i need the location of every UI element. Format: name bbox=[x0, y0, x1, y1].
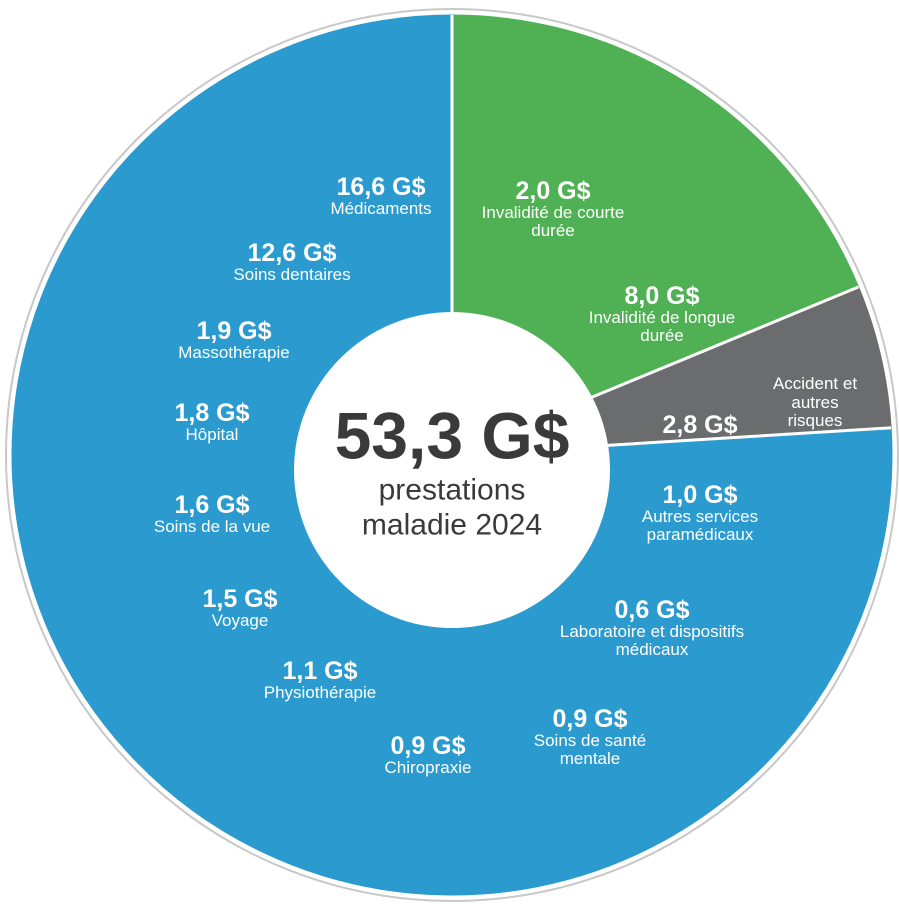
value-label: 8,0 G$ bbox=[624, 282, 700, 310]
category-label: Hôpital bbox=[185, 425, 239, 445]
value-label: 1,1 G$ bbox=[282, 657, 358, 685]
data-label: 1,6 G$ Soins de la vue bbox=[127, 492, 297, 536]
value-label: 0,9 G$ bbox=[552, 705, 628, 733]
category-label: Chiropraxie bbox=[384, 758, 472, 778]
center-label: 53,3 G$ prestations maladie 2024 bbox=[302, 398, 602, 543]
value-label: 0,6 G$ bbox=[614, 596, 690, 624]
data-label: 1,1 G$ Physiothérapie bbox=[240, 658, 400, 702]
data-label: 2,0 G$ Invalidité de courte durée bbox=[478, 178, 628, 240]
data-label: 0,6 G$ Laboratoire et dispositifs médicau… bbox=[542, 597, 762, 659]
data-label: 8,0 G$ Invalidité de longue durée bbox=[587, 283, 737, 345]
data-label: 0,9 G$ Chiropraxie bbox=[363, 733, 493, 777]
category-label: Soins de santé mentale bbox=[533, 731, 647, 769]
value-label: 1,6 G$ bbox=[174, 491, 250, 519]
value-label: 1,8 G$ bbox=[174, 399, 250, 427]
data-label: 16,6 G$ Médicaments bbox=[301, 174, 461, 218]
category-label: Voyage bbox=[211, 611, 269, 631]
total: 53,3 G$ bbox=[334, 398, 570, 473]
category-label: Autres services paramédicaux bbox=[641, 507, 759, 545]
category-label: Invalidité de courte durée bbox=[481, 203, 625, 241]
category-label: Massothérapie bbox=[178, 343, 290, 363]
value-label: 12,6 G$ bbox=[247, 239, 337, 267]
category-label: Médicaments bbox=[330, 199, 432, 219]
outer-ring bbox=[5, 8, 899, 902]
subtitle: prestations maladie 2024 bbox=[361, 473, 543, 542]
data-label: 1,9 G$ Massothérapie bbox=[149, 318, 319, 362]
category-label: Laboratoire et dispositifs médicaux bbox=[559, 622, 745, 660]
category-label: Physiothérapie bbox=[263, 683, 377, 703]
value-label: 1,5 G$ bbox=[202, 585, 278, 613]
value-label: 0,9 G$ bbox=[390, 732, 466, 760]
category-label: Soins de la vue bbox=[153, 517, 271, 537]
value-label: 1,0 G$ bbox=[662, 481, 738, 509]
value-label: 2,0 G$ bbox=[515, 177, 591, 205]
wedge bbox=[451, 26, 860, 456]
data-label: 1,5 G$ Voyage bbox=[180, 586, 300, 630]
category-label: Soins dentaires bbox=[233, 265, 351, 285]
category-label: Invalidité de longue durée bbox=[588, 308, 736, 346]
value-label: 2,8 G$ bbox=[662, 411, 738, 439]
category-label: Accident et autres risques bbox=[772, 374, 858, 431]
center-hole bbox=[294, 312, 610, 628]
data-label: 0,9 G$ Soins de santé mentale bbox=[525, 706, 655, 768]
value-label: 16,6 G$ bbox=[336, 173, 426, 201]
data-label: 1,0 G$ Autres services paramédicaux bbox=[620, 482, 780, 544]
data-label: 12,6 G$ Soins dentaires bbox=[207, 240, 377, 284]
data-label: 1,8 G$ Hôpital bbox=[152, 400, 272, 444]
value-label: 1,9 G$ bbox=[196, 317, 272, 345]
